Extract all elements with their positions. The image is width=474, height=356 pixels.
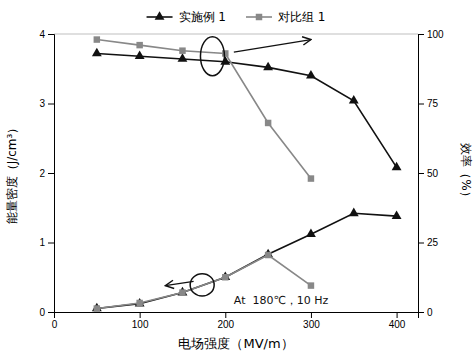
legend-item: 对比组 1 <box>246 10 325 24</box>
annotation-arrow <box>234 40 311 53</box>
tick-label: 0 <box>427 307 433 318</box>
series <box>92 208 402 312</box>
tick: 100 <box>418 29 444 40</box>
series-marker <box>392 210 402 219</box>
legend: 实施例 1 对比组 1 <box>147 10 326 24</box>
x-axis: 0 100 200 300 400 <box>52 312 419 330</box>
axis-line <box>48 35 55 313</box>
tick-mark <box>418 34 424 35</box>
series-line <box>97 40 311 179</box>
series-marker <box>136 300 142 306</box>
annotation-arrow <box>165 281 193 285</box>
series-marker <box>135 51 145 60</box>
series-line <box>97 53 397 167</box>
y-axis: 0 1 2 3 4 <box>39 29 54 318</box>
y2-axis-title: 效率（%） <box>459 143 473 202</box>
series-marker <box>92 48 102 57</box>
tick: 0 <box>52 312 58 330</box>
tick: 2 <box>39 168 54 179</box>
tick-mark <box>48 34 54 35</box>
tick: 50 <box>418 168 439 179</box>
legend-swatch-marker <box>155 11 165 20</box>
highlight-ellipse <box>190 274 214 296</box>
tick: 3 <box>39 98 54 109</box>
tick: 100 <box>132 312 149 330</box>
tick: 200 <box>217 312 234 330</box>
legend-label: 实施例 1 <box>179 10 226 24</box>
annotation-text: At 180℃，10 Hz <box>234 294 329 307</box>
series-marker <box>308 175 314 181</box>
y2-axis: 0 25 50 75 100 <box>418 29 444 318</box>
x-axis-title: 电场强度（MV/m） <box>178 336 293 351</box>
tick-label: 200 <box>217 319 234 330</box>
series-line <box>97 213 397 308</box>
tick-mark <box>48 173 54 174</box>
series-marker <box>265 120 271 126</box>
tick-label: 100 <box>427 29 444 40</box>
series-marker <box>222 274 228 280</box>
tick: 0 <box>418 307 433 318</box>
tick: 25 <box>418 237 439 248</box>
tick-mark <box>311 312 312 318</box>
tick-mark <box>48 104 54 105</box>
series-marker <box>308 282 314 288</box>
series-marker <box>306 70 316 79</box>
tick-mark <box>418 312 424 313</box>
tick: 0 <box>39 307 54 318</box>
tick: 4 <box>39 29 54 40</box>
series-marker <box>136 42 142 48</box>
tick-label: 50 <box>427 168 439 179</box>
tick-label: 300 <box>303 319 320 330</box>
plot-area <box>92 36 402 311</box>
tick-mark <box>418 173 424 174</box>
tick-mark <box>140 312 141 318</box>
tick-mark <box>418 104 424 105</box>
chart-container: 0 100 200 300 400 0 1 2 3 4 0 25 50 75 100 At 180℃，10 H… <box>0 0 474 356</box>
series-marker <box>92 303 102 312</box>
tick-mark <box>225 312 226 318</box>
tick-label: 3 <box>39 98 45 109</box>
tick-label: 25 <box>427 237 439 248</box>
series-marker <box>94 305 100 311</box>
tick-mark <box>48 312 54 313</box>
series <box>92 48 402 171</box>
series-marker <box>263 62 273 71</box>
series-marker <box>349 95 359 104</box>
tick: 75 <box>418 98 439 109</box>
tick-label: 75 <box>427 98 439 109</box>
series-marker <box>179 47 185 53</box>
series-marker <box>349 208 359 217</box>
axis-line <box>55 313 419 319</box>
frame-line <box>54 34 418 35</box>
tick: 400 <box>389 312 406 330</box>
tick-label: 400 <box>389 319 406 330</box>
legend-swatch-marker <box>256 14 262 20</box>
legend-label: 对比组 1 <box>278 10 325 24</box>
series-marker <box>178 53 188 62</box>
tick-mark <box>397 312 398 318</box>
series-marker <box>306 228 316 237</box>
tick: 300 <box>303 312 320 330</box>
chart-svg: 0 100 200 300 400 0 1 2 3 4 0 25 50 75 100 At 180℃，10 H… <box>0 0 474 356</box>
series-marker <box>179 289 185 295</box>
tick-label: 0 <box>52 319 58 330</box>
series-marker <box>265 252 271 258</box>
series-marker <box>94 36 100 42</box>
highlight-ellipse <box>200 37 224 76</box>
axis-line <box>419 35 425 313</box>
tick-mark <box>48 243 54 244</box>
tick-label: 4 <box>39 29 45 40</box>
tick-label: 1 <box>39 237 45 248</box>
legend-item: 实施例 1 <box>147 10 226 24</box>
y-axis-title: 能量密度（J/cm³） <box>5 122 19 225</box>
tick-label: 0 <box>39 307 45 318</box>
series-marker <box>222 50 228 56</box>
series-marker <box>392 162 402 171</box>
tick-label: 100 <box>132 319 149 330</box>
tick-label: 2 <box>39 168 45 179</box>
tick: 1 <box>39 237 54 248</box>
tick-mark <box>418 243 424 244</box>
series <box>94 36 315 181</box>
plot-root: 0 100 200 300 400 0 1 2 3 4 0 25 50 75 100 At 180℃，10 H… <box>5 29 473 351</box>
